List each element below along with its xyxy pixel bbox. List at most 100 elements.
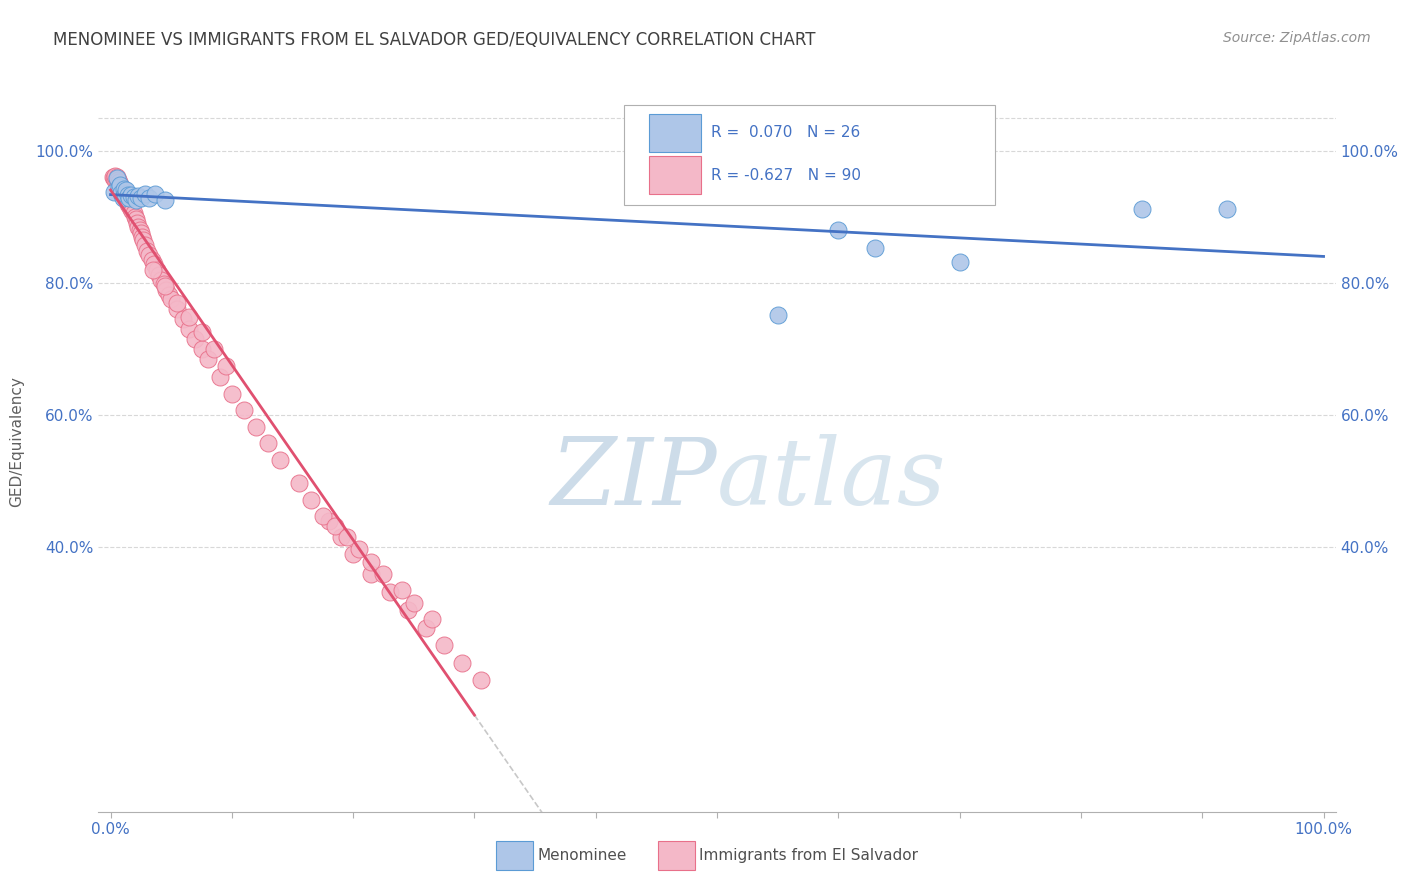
Point [125,212,148,227]
Point [121,204,143,219]
Text: R = -0.627   N = 90: R = -0.627 N = 90 [711,168,860,183]
Point [360,566,382,581]
Point [134,186,156,201]
Point [134,237,156,252]
Point [172,312,194,326]
Point [233,402,256,417]
Point [827,223,849,237]
Point [373,566,395,581]
Point [118,194,141,208]
Point [114,186,136,201]
Text: Menominee: Menominee [537,848,627,863]
Point [105,170,128,185]
Point [245,420,267,434]
Point [101,170,124,185]
Point [378,585,401,599]
Point [110,178,132,192]
Point [117,196,139,211]
Text: MENOMINEE VS IMMIGRANTS FROM EL SALVADOR GED/EQUIVALENCY CORRELATION CHART: MENOMINEE VS IMMIGRANTS FROM EL SALVADOR… [53,31,815,49]
Point [318,514,340,528]
Point [138,191,160,205]
FancyBboxPatch shape [496,841,533,870]
Point [108,176,131,190]
Point [110,178,132,192]
FancyBboxPatch shape [658,841,695,870]
Point [104,173,127,187]
Point [145,262,167,277]
Point [153,279,176,293]
Point [107,173,129,187]
Point [179,310,201,325]
Point [131,229,153,244]
Point [360,555,382,569]
Point [127,219,149,234]
Point [132,233,155,247]
Point [118,200,141,214]
Point [124,210,146,224]
Point [208,369,231,384]
Point [197,351,219,366]
Point [145,186,167,201]
Point [323,519,346,533]
Point [190,342,212,356]
Point [117,191,139,205]
Point [105,171,128,186]
Point [143,257,166,271]
Point [433,638,456,652]
FancyBboxPatch shape [650,156,702,194]
Point [127,188,149,202]
Point [160,293,183,307]
Point [115,183,138,197]
Point [108,180,131,194]
Point [1130,202,1153,216]
Point [451,656,474,670]
Point [110,186,132,200]
Point [104,169,127,183]
Point [150,272,173,286]
Point [111,191,134,205]
Point [184,332,207,346]
Point [153,277,176,292]
Point [118,198,141,212]
Point [115,188,138,202]
Point [105,175,128,189]
Point [221,387,243,401]
Point [111,186,134,201]
Point [179,322,201,336]
Point [142,262,165,277]
Point [299,492,322,507]
Point [148,268,170,282]
Point [103,171,125,186]
Point [391,583,413,598]
Point [190,326,212,340]
Point [347,541,370,556]
Y-axis label: GED/Equivalency: GED/Equivalency [10,376,24,507]
Point [110,183,132,197]
Point [120,202,142,216]
Point [215,359,238,373]
Point [166,302,188,317]
Text: ZIP: ZIP [550,434,717,524]
Point [103,186,125,200]
FancyBboxPatch shape [624,104,995,204]
Point [110,185,132,199]
Point [114,191,136,205]
Point [120,188,142,202]
Point [157,287,180,301]
Point [112,188,135,202]
Point [136,244,159,259]
Point [863,241,886,255]
Point [155,283,177,297]
Point [118,191,141,205]
Point [766,308,789,322]
Point [125,194,148,208]
Point [257,435,280,450]
Point [415,621,437,635]
Point [420,612,443,626]
Point [112,182,135,196]
Point [128,223,150,237]
Point [122,206,145,220]
Text: Source: ZipAtlas.com: Source: ZipAtlas.com [1223,31,1371,45]
Point [138,248,160,262]
Point [470,673,492,687]
